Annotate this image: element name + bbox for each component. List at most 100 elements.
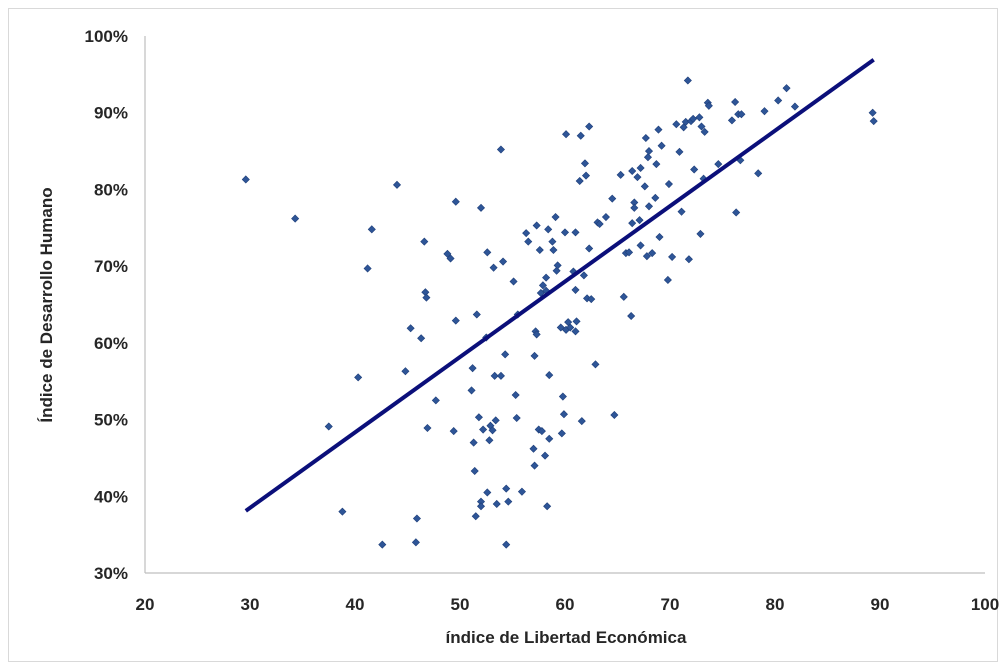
data-point (704, 101, 713, 110)
data-point (443, 249, 452, 258)
data-point (628, 166, 637, 176)
data-point (760, 107, 769, 116)
data-point (737, 110, 746, 119)
data-point (472, 310, 481, 319)
data-point (556, 323, 565, 332)
data-point (635, 216, 644, 225)
x-tick-label: 50 (451, 595, 470, 614)
y-tick-label: 30% (94, 564, 128, 583)
chart-frame (8, 8, 998, 662)
data-point (627, 311, 636, 321)
data-point (654, 125, 663, 134)
data-point (502, 484, 511, 493)
data-point (577, 417, 586, 426)
data-point (354, 373, 363, 382)
y-tick-label: 70% (94, 257, 128, 276)
data-point (549, 246, 558, 255)
data-point (684, 255, 693, 264)
data-point (754, 169, 763, 178)
data-point (643, 153, 652, 162)
data-point (470, 466, 479, 475)
data-point (648, 249, 657, 258)
data-point (522, 229, 531, 238)
x-tick-label: 70 (661, 595, 680, 614)
data-point (417, 334, 426, 343)
trendline (244, 58, 875, 513)
data-point (392, 180, 402, 189)
data-point (499, 257, 508, 266)
data-point (790, 102, 799, 111)
data-point (636, 163, 645, 172)
data-point (664, 180, 673, 189)
data-point (695, 113, 704, 122)
data-point (560, 228, 570, 237)
data-point (566, 323, 575, 332)
data-point (544, 225, 553, 234)
data-point (479, 425, 488, 434)
data-point (700, 127, 709, 136)
data-point (485, 436, 494, 445)
x-tick-labels: 20 30 40 50 60 70 80 90 100 (136, 595, 1000, 614)
x-axis-title: índice de Libertad Económica (446, 628, 687, 647)
data-point (571, 327, 580, 336)
data-point (517, 487, 526, 496)
data-point (363, 264, 372, 273)
data-point (576, 131, 585, 140)
data-point (595, 219, 604, 228)
data-point (696, 229, 705, 238)
x-tick-label: 40 (346, 595, 365, 614)
data-point (420, 237, 429, 246)
y-tick-label: 100% (85, 27, 128, 46)
data-point (640, 182, 649, 191)
data-point (697, 122, 706, 131)
data-point (532, 330, 541, 339)
data-point (579, 271, 588, 280)
y-tick-label: 90% (94, 104, 128, 123)
data-point (504, 497, 513, 506)
data-point (557, 429, 566, 438)
data-point (675, 147, 684, 156)
data-point (644, 202, 654, 211)
data-point (529, 444, 538, 453)
data-point (378, 540, 387, 549)
data-point (406, 324, 415, 333)
data-point (476, 203, 486, 212)
data-point (869, 117, 878, 126)
data-point (571, 285, 580, 294)
data-point (552, 266, 561, 275)
data-point (625, 248, 634, 257)
data-point (619, 292, 628, 301)
data-point (476, 502, 486, 511)
data-point (628, 219, 637, 228)
data-point (543, 502, 552, 511)
data-point (474, 413, 483, 422)
data-point (559, 410, 568, 419)
data-point (672, 120, 681, 129)
data-point (451, 316, 460, 325)
data-point (537, 427, 546, 436)
data-point (545, 434, 554, 443)
data-point (562, 130, 571, 139)
data-point (471, 512, 480, 521)
data-point (483, 248, 492, 257)
data-point (491, 416, 500, 425)
data-point (575, 176, 584, 186)
data-point (535, 246, 544, 255)
x-tick-label: 90 (871, 595, 890, 614)
data-point (774, 96, 783, 105)
data-point (642, 252, 651, 261)
data-point (541, 451, 550, 460)
data-point (683, 76, 692, 85)
data-point (651, 193, 660, 202)
data-point (467, 386, 476, 395)
data-point (689, 114, 698, 123)
data-point (587, 295, 596, 304)
y-tick-label: 50% (94, 411, 128, 430)
data-point (657, 141, 666, 150)
data-point (581, 171, 591, 180)
data-point (585, 122, 594, 131)
data-point (524, 237, 533, 246)
data-point (490, 371, 499, 380)
data-point (551, 213, 560, 222)
